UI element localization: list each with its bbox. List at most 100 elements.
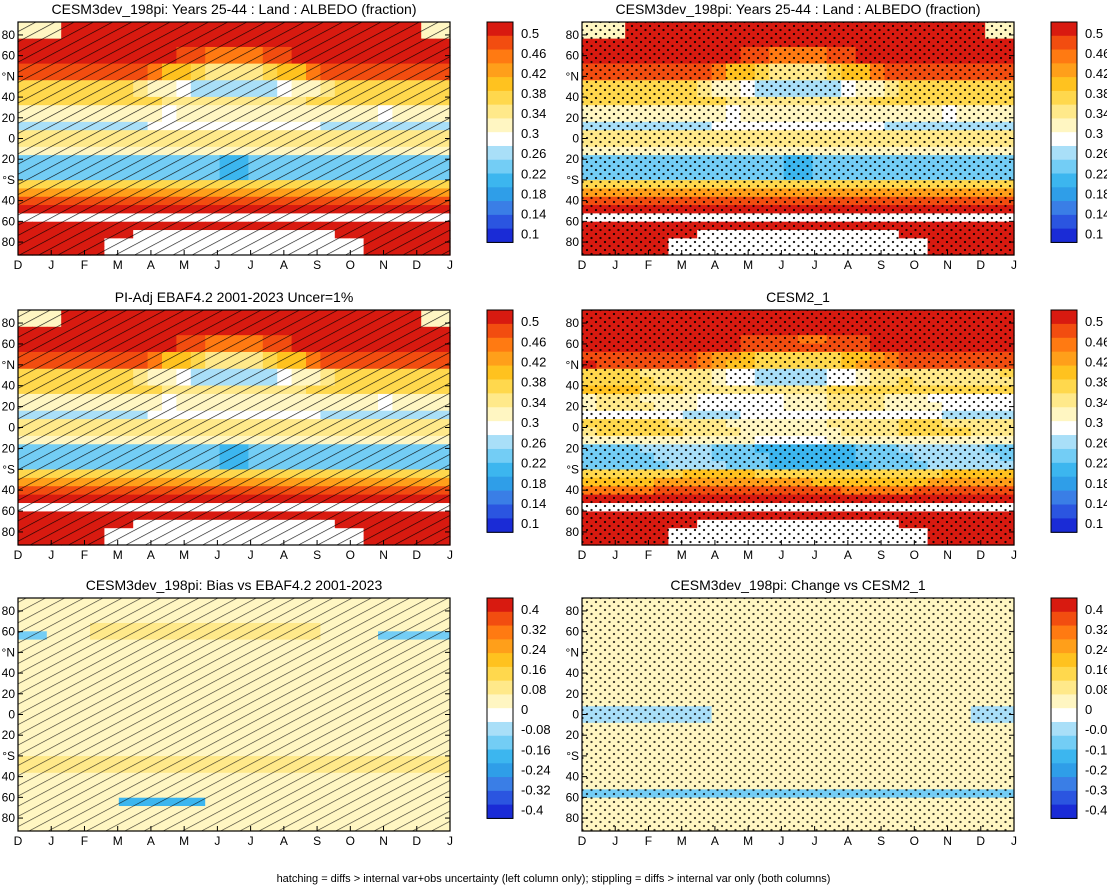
panel-title: CESM3dev_198pi: Change vs CESM2_1 (670, 577, 925, 593)
y-tick-label: °S (566, 462, 579, 476)
colorbar-swatch (1051, 159, 1077, 175)
x-tick-label: J (1011, 548, 1017, 562)
y-tick-label: 20 (2, 152, 16, 166)
colorbar-swatch (487, 351, 513, 367)
colorbar-swatch (1051, 448, 1077, 464)
x-tick-label: J (214, 548, 220, 562)
x-tick-label: J (1011, 258, 1017, 272)
x-tick-label: J (48, 834, 54, 848)
x-tick-label: J (214, 258, 220, 272)
colorbar-label: -0.24 (521, 762, 551, 777)
colorbar-swatch (487, 666, 513, 682)
colorbar-label: 0 (521, 702, 528, 717)
y-tick-label: 40 (2, 379, 16, 393)
colorbar-swatch (1051, 90, 1077, 106)
y-tick-label: 60 (566, 214, 580, 228)
colorbar-swatch (487, 337, 513, 353)
y-tick-label: 60 (566, 49, 580, 63)
x-tick-label: F (645, 548, 652, 562)
colorbar-label: 0.5 (1085, 314, 1103, 329)
x-tick-label: F (81, 548, 88, 562)
colorbar-label: 0.34 (521, 106, 546, 121)
colorbar-label: 0.18 (521, 476, 546, 491)
y-tick-label: 20 (2, 111, 16, 125)
x-tick-label: J (447, 834, 453, 848)
colorbar-swatch (487, 790, 513, 806)
colorbar-label: -0.08 (521, 722, 551, 737)
x-tick-label: D (976, 548, 985, 562)
y-tick-label: 0 (8, 708, 15, 722)
colorbar-swatch (487, 653, 513, 668)
x-tick-label: J (447, 258, 453, 272)
colorbar: 0.40.320.240.160.080-0.08-0.16-0.24-0.32… (486, 597, 551, 819)
colorbar-label: 0.14 (1085, 206, 1107, 221)
x-tick-label: M (179, 548, 189, 562)
colorbar-swatch (487, 365, 513, 380)
x-tick-label: O (346, 258, 355, 272)
y-tick-label: 40 (2, 483, 16, 497)
panel-6: CESM3dev_198pi: Change vs CESM2_18060°N4… (566, 577, 1107, 848)
colorbar-label: 0.18 (1085, 476, 1107, 491)
x-tick-label: J (48, 548, 54, 562)
y-tick-label: 80 (566, 525, 580, 539)
colorbar-label: 0.1 (1085, 226, 1103, 241)
colorbar-swatch (487, 721, 513, 737)
y-tick-label: 60 (2, 504, 16, 518)
x-tick-label: S (877, 258, 885, 272)
colorbar-label: 0.5 (521, 314, 539, 329)
y-tick-label: 0 (8, 421, 15, 435)
colorbar-label: 0.42 (1085, 355, 1107, 370)
y-tick-label: °S (2, 462, 15, 476)
colorbar-label: 0.38 (521, 86, 546, 101)
y-tick-label: 80 (2, 235, 16, 249)
x-tick-label: M (113, 548, 123, 562)
colorbar-label: 0.26 (521, 435, 546, 450)
x-tick-label: N (943, 548, 952, 562)
y-tick-label: °N (566, 358, 579, 372)
x-tick-label: D (412, 258, 421, 272)
colorbar-swatch (487, 187, 513, 202)
stippling-overlay (582, 22, 1014, 255)
y-tick-label: °S (2, 173, 15, 187)
colorbar-label: 0.42 (521, 355, 546, 370)
colorbar-swatch (487, 214, 513, 230)
x-tick-label: J (248, 834, 254, 848)
colorbar-swatch (487, 159, 513, 175)
x-tick-label: N (379, 834, 388, 848)
colorbar-frame (486, 597, 514, 819)
x-tick-label: J (447, 548, 453, 562)
colorbar-frame (486, 309, 514, 533)
colorbar-label: 0.42 (1085, 66, 1107, 81)
colorbar-label: 0.16 (521, 662, 546, 677)
y-tick-label: 60 (566, 337, 580, 351)
x-tick-label: J (612, 258, 618, 272)
colorbar-swatch (487, 104, 513, 119)
x-tick-label: A (711, 258, 719, 272)
x-tick-label: N (943, 258, 952, 272)
colorbar-swatch (1051, 337, 1077, 353)
colorbar-swatch (1051, 173, 1077, 188)
colorbar-label: 0.32 (521, 622, 546, 637)
colorbar-swatch (1051, 49, 1077, 64)
x-tick-label: J (248, 548, 254, 562)
colorbar-label: 0.22 (521, 456, 546, 471)
x-tick-label: A (711, 548, 719, 562)
y-tick-label: 40 (566, 194, 580, 208)
colorbar-swatch (1051, 393, 1077, 408)
y-tick-label: °N (2, 645, 15, 659)
x-tick-label: A (844, 548, 852, 562)
colorbar-label: 0.3 (521, 415, 539, 430)
colorbar-swatch (487, 777, 513, 792)
colorbar-label: 0.34 (1085, 106, 1107, 121)
colorbar-label: 0.46 (521, 46, 546, 61)
colorbar-swatch (487, 462, 513, 478)
x-tick-label: J (612, 548, 618, 562)
y-tick-label: 40 (2, 666, 16, 680)
x-tick-label: M (677, 548, 687, 562)
colorbar-swatch (487, 639, 513, 654)
y-tick-label: 20 (566, 400, 580, 414)
colorbar-label: 0.42 (521, 66, 546, 81)
colorbar-swatch (1051, 228, 1077, 243)
y-tick-label: 0 (572, 132, 579, 146)
